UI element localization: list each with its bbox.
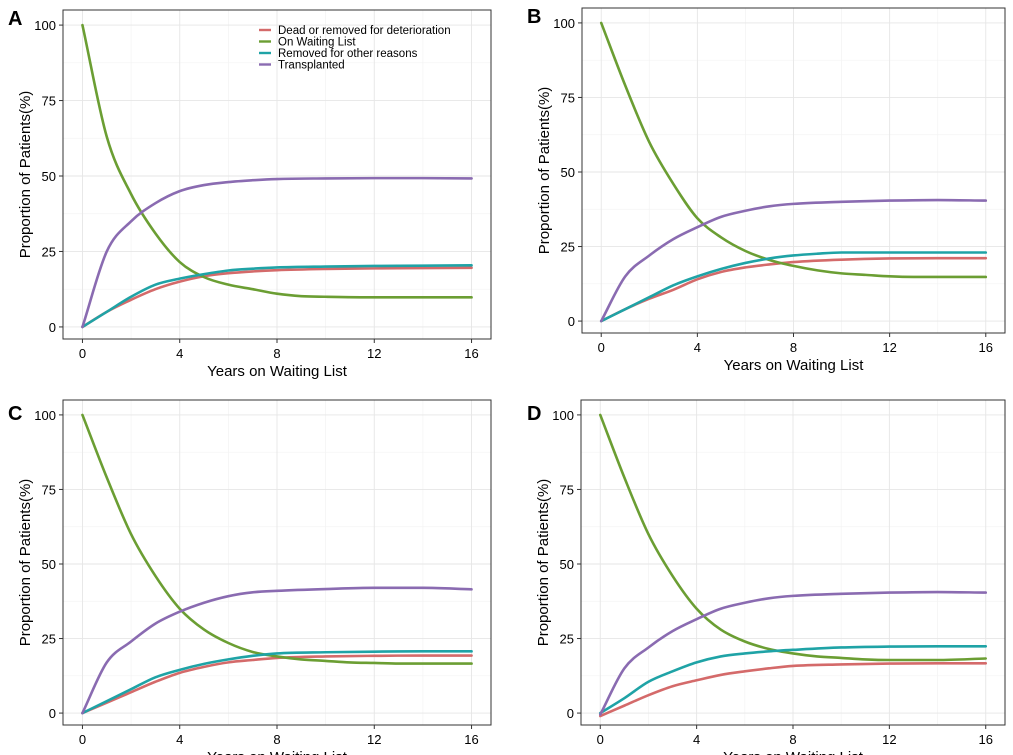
- y-tick-label: 0: [568, 314, 575, 329]
- panel-c: 0 4 8 12 16 0 25 50 75 100 Years on Waiting List Pr…: [8, 399, 492, 755]
- series-line-transplanted: [599, 198, 988, 323]
- x-axis-title: Years on Waiting List: [723, 749, 864, 755]
- x-tick-label: 12: [882, 340, 896, 355]
- y-tick-label: 100: [552, 408, 574, 423]
- y-tick-label: 50: [560, 557, 574, 572]
- x-tick-label: 8: [273, 346, 280, 361]
- y-tick-label: 75: [42, 482, 56, 497]
- y-tick-label: 0: [49, 706, 56, 721]
- x-tick-label: 12: [367, 732, 381, 747]
- panel-b: 0 4 8 12 16 0 25 50 75 100 Years on Waiting List Pr…: [527, 6, 1006, 374]
- y-tick-label: 50: [42, 557, 56, 572]
- legend-label: Transplanted: [278, 60, 345, 72]
- x-tick-label: 4: [176, 346, 183, 361]
- y-tick-label: 75: [560, 482, 574, 497]
- series-line-dead-or-removed-for-deterioration: [598, 661, 988, 718]
- series-line-removed-for-other-reasons: [598, 644, 988, 715]
- y-tick-label: 100: [34, 18, 56, 33]
- panel-label: C: [8, 403, 22, 425]
- x-tick-label: 4: [693, 732, 700, 747]
- y-tick-label: 100: [553, 16, 575, 31]
- y-tick-label: 25: [560, 632, 574, 647]
- y-tick-label: 25: [42, 244, 56, 259]
- x-tick-label: 16: [464, 346, 478, 361]
- series-line-transplanted: [81, 586, 473, 715]
- series-line-dead-or-removed-for-deterioration: [599, 256, 988, 323]
- y-tick-label: 0: [567, 706, 574, 721]
- series-line-on-waiting-list: [81, 23, 473, 299]
- x-tick-label: 0: [79, 732, 86, 747]
- x-axis-title: Years on Waiting List: [724, 357, 865, 374]
- y-tick-label: 100: [34, 408, 56, 423]
- series-line-transplanted: [81, 176, 473, 329]
- panel-label: B: [527, 6, 541, 28]
- series-line-on-waiting-list: [599, 21, 988, 279]
- x-tick-label: 8: [790, 340, 797, 355]
- panel-a: 0 4 8 12 16 0 25 50 75 100 Years on Waiting List Pr…: [8, 8, 492, 380]
- series-line-dead-or-removed-for-deterioration: [81, 266, 473, 329]
- y-axis-title: Proportion of Patients(%): [535, 479, 552, 647]
- y-axis-title: Proportion of Patients(%): [17, 91, 34, 259]
- series-line-removed-for-other-reasons: [81, 650, 473, 715]
- x-tick-label: 0: [79, 346, 86, 361]
- x-tick-label: 0: [597, 732, 604, 747]
- x-tick-label: 4: [694, 340, 701, 355]
- y-tick-label: 75: [561, 90, 575, 105]
- y-tick-label: 0: [49, 320, 56, 335]
- y-tick-label: 25: [561, 240, 575, 255]
- x-tick-label: 4: [176, 732, 183, 747]
- x-tick-label: 0: [598, 340, 605, 355]
- y-axis-title: Proportion of Patients(%): [17, 479, 34, 647]
- panel-label: A: [8, 8, 22, 30]
- series-line-removed-for-other-reasons: [81, 264, 473, 329]
- y-tick-label: 50: [42, 169, 56, 184]
- x-tick-label: 12: [367, 346, 381, 361]
- x-tick-label: 16: [978, 732, 992, 747]
- x-axis-title: Years on Waiting List: [207, 363, 348, 380]
- y-axis-title: Proportion of Patients(%): [536, 87, 553, 255]
- y-tick-label: 25: [42, 632, 56, 647]
- series-line-transplanted: [598, 590, 988, 716]
- y-tick-label: 50: [561, 165, 575, 180]
- legend-label: On Waiting List: [278, 37, 356, 49]
- x-tick-label: 8: [789, 732, 796, 747]
- panel-label: D: [527, 403, 541, 425]
- x-tick-label: 8: [273, 732, 280, 747]
- legend-label: Dead or removed for deterioration: [278, 25, 451, 37]
- y-tick-label: 75: [42, 94, 56, 109]
- series-line-removed-for-other-reasons: [599, 251, 988, 323]
- series-line-dead-or-removed-for-deterioration: [81, 654, 473, 715]
- x-tick-label: 12: [882, 732, 896, 747]
- x-tick-label: 16: [979, 340, 993, 355]
- x-tick-label: 16: [464, 732, 478, 747]
- x-axis-title: Years on Waiting List: [207, 749, 348, 755]
- legend-label: Removed for other reasons: [278, 48, 418, 60]
- panel-d: 0 4 8 12 16 0 25 50 75 100 Years on Waiting List Pr…: [527, 399, 1006, 755]
